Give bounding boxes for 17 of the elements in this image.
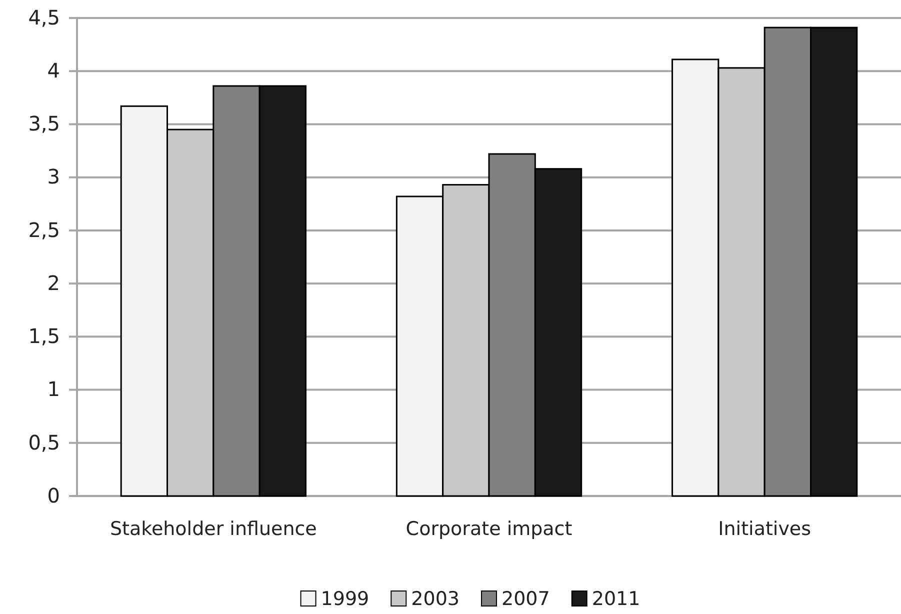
legend-label: 2011 xyxy=(592,588,640,610)
y-tick-label: 1,5 xyxy=(28,324,60,348)
x-tick-label: Stakeholder influence xyxy=(110,518,317,540)
legend-label: 2007 xyxy=(502,588,550,610)
legend-label: 1999 xyxy=(320,588,370,610)
y-tick-label: 2,5 xyxy=(28,218,60,242)
y-tick-label: 4 xyxy=(47,58,60,83)
y-tick-label: 3 xyxy=(47,164,60,189)
legend-label: 2003 xyxy=(411,588,460,610)
y-tick-label: 0 xyxy=(47,483,60,508)
x-tick-label: Initiatives xyxy=(718,518,812,540)
y-tick-label: 4,5 xyxy=(28,5,60,30)
y-tick-label: 1 xyxy=(47,377,60,402)
y-tick-label: 2 xyxy=(47,270,60,295)
y-tick-label: 3,5 xyxy=(28,112,60,136)
x-tick-label: Corporate impact xyxy=(406,518,572,540)
y-tick-label: 0,5 xyxy=(28,430,60,454)
